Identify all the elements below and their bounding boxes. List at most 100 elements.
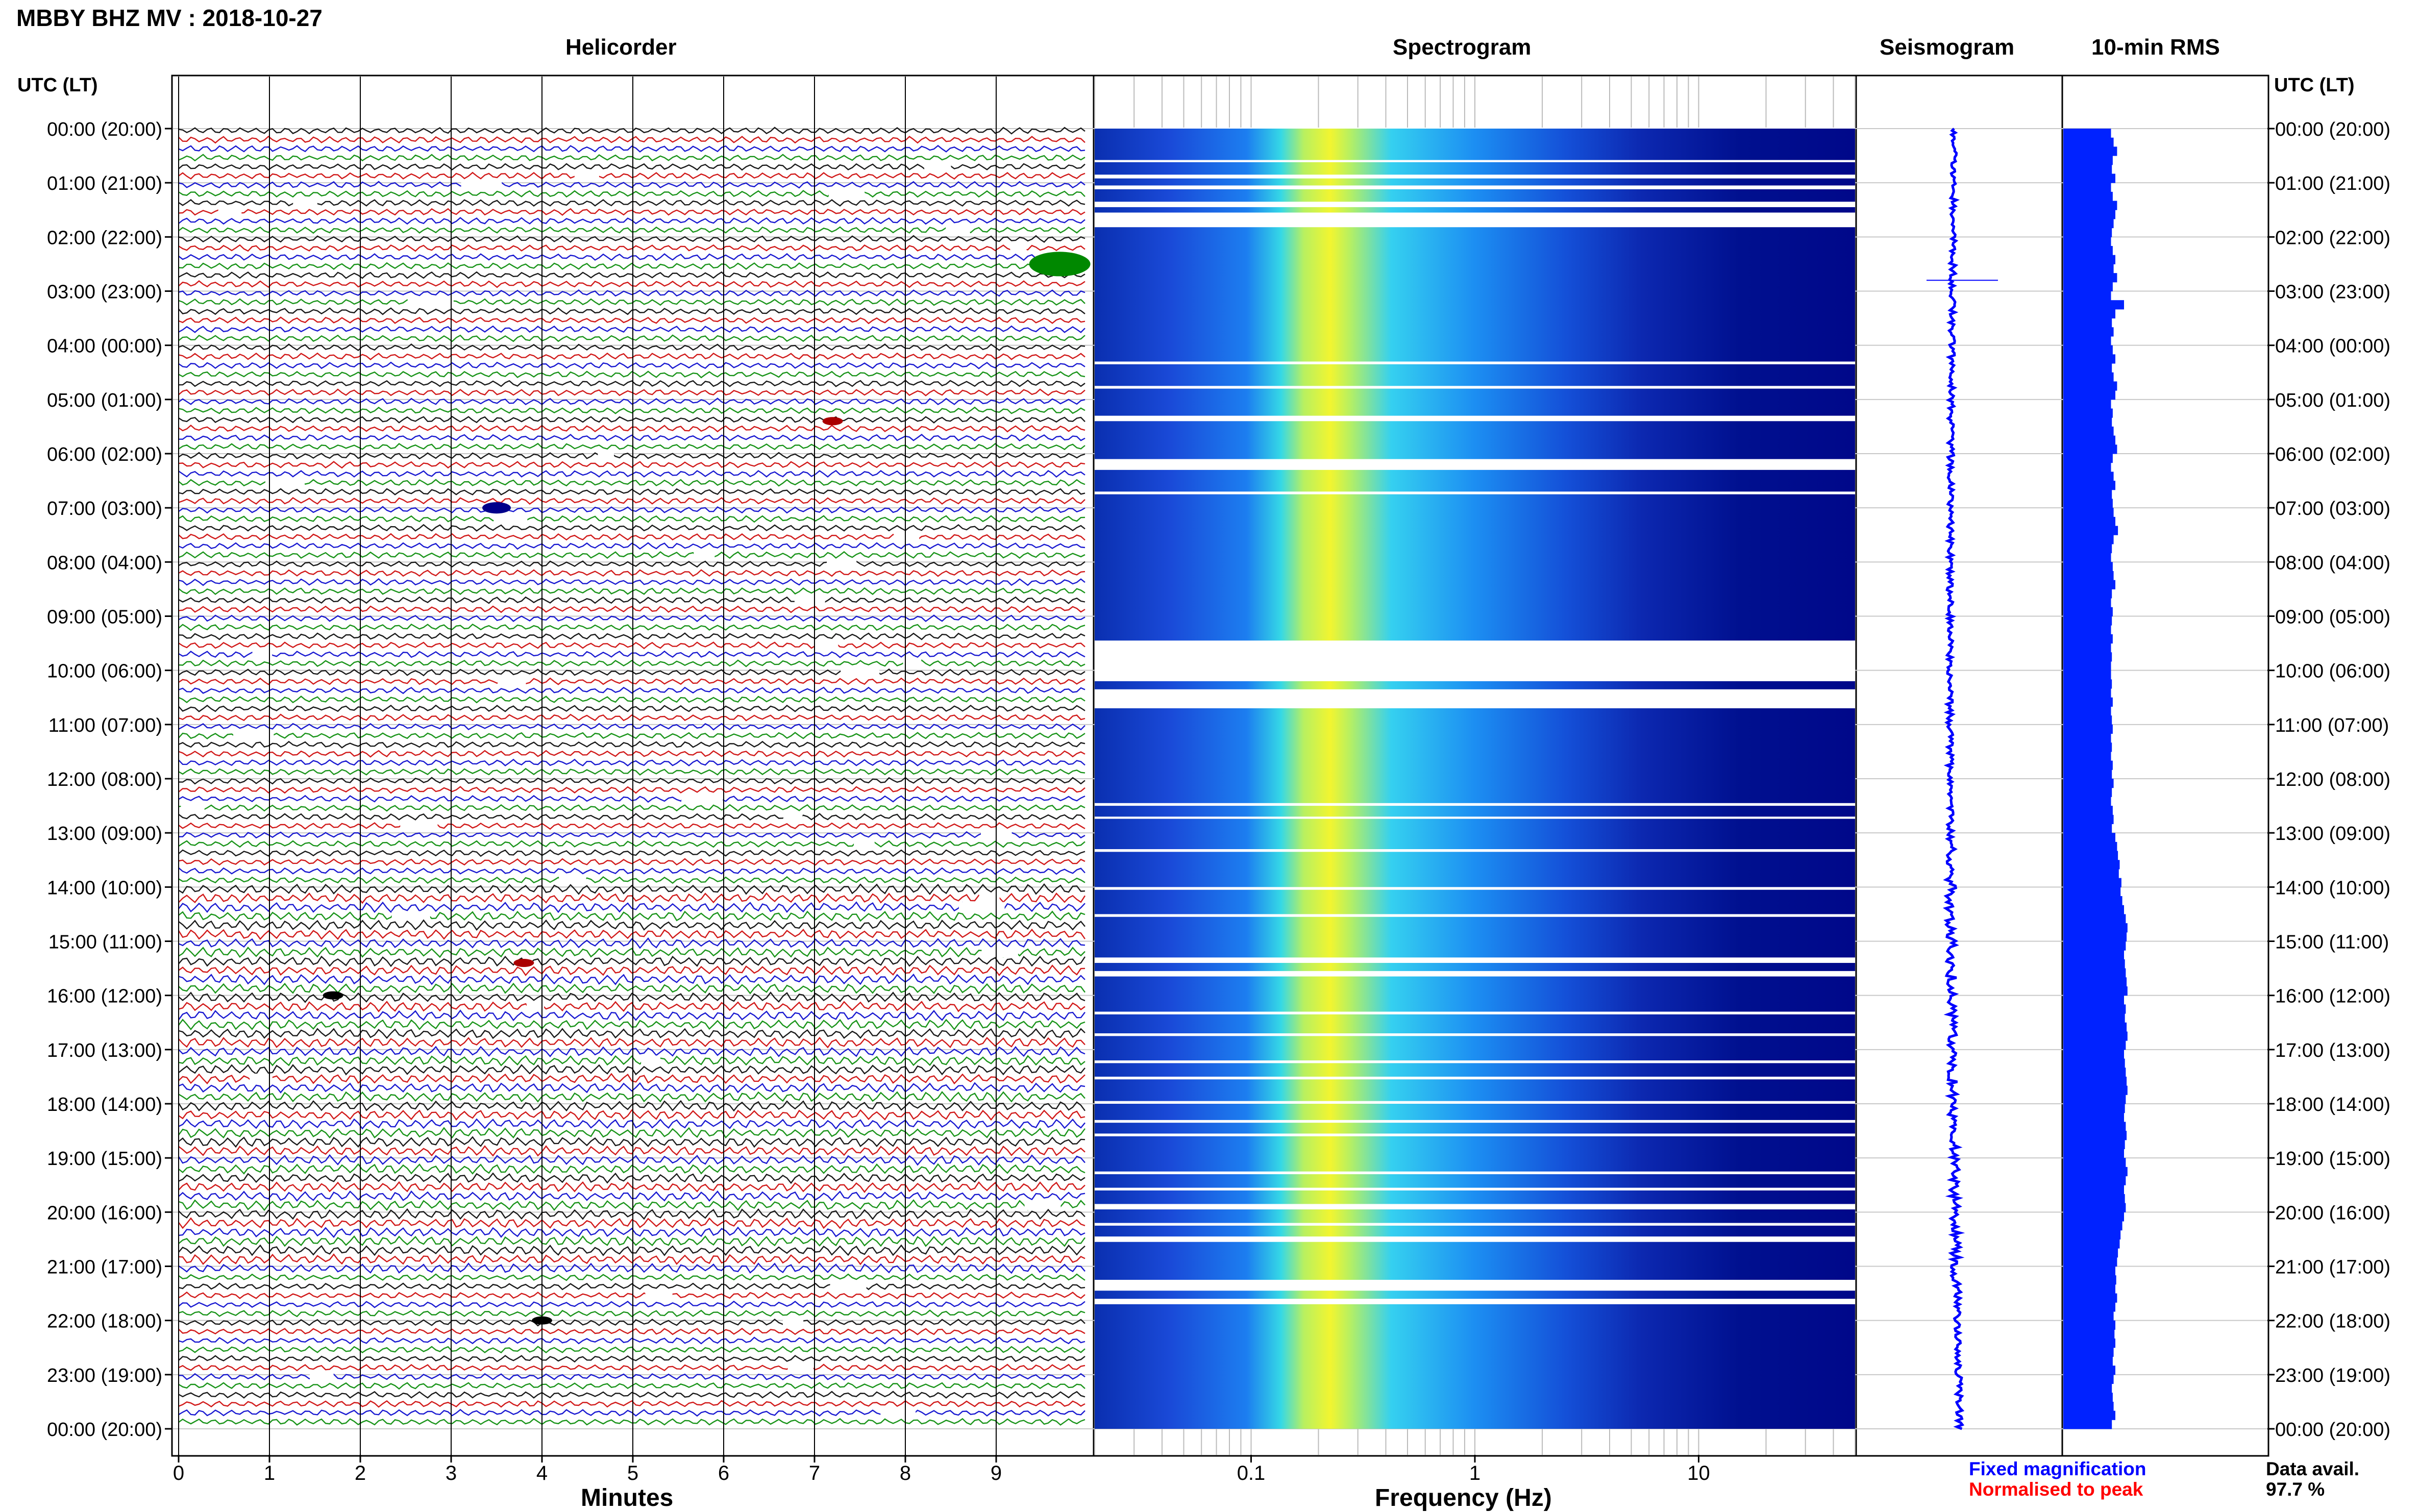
helicorder-trace <box>178 1154 1085 1166</box>
time-label-right: 18:00 (14:00) <box>2275 1094 2390 1116</box>
helicorder-trace <box>178 398 1085 406</box>
helicorder-data-gap <box>309 1371 334 1382</box>
rms-bar <box>2063 688 2111 698</box>
rms-bar <box>2063 444 2117 454</box>
helicorder-data-gap <box>574 170 599 181</box>
helicorder-trace <box>178 488 1085 496</box>
helicorder-trace <box>178 280 1085 288</box>
spectrogram-data-gap <box>1095 1060 1855 1063</box>
helicorder-trace <box>178 668 1085 677</box>
spectrogram-data-gap <box>1095 361 1855 364</box>
time-label-left: 09:00 (05:00) <box>47 607 162 628</box>
rms-bar <box>2063 426 2114 436</box>
helicorder-trace <box>178 1244 1085 1256</box>
spectrogram-data-gap <box>1095 1120 1855 1123</box>
helicorder-trace <box>178 1291 1085 1300</box>
time-label-right: 05:00 (01:00) <box>2275 390 2390 411</box>
rms-bar <box>2063 255 2115 264</box>
rms-bar <box>2063 616 2112 626</box>
helicorder-trace <box>178 542 1085 550</box>
spectrogram-data-gap <box>1095 1011 1855 1014</box>
spectrogram-data-gap <box>1095 1133 1855 1136</box>
rms-bar <box>2063 1176 2126 1185</box>
time-label-left: 03:00 (23:00) <box>47 282 162 303</box>
minutes-tick-label: 0 <box>173 1462 184 1484</box>
rms-bar <box>2063 1022 2127 1032</box>
rms-bar <box>2063 1185 2124 1195</box>
rms-bar <box>2063 580 2115 589</box>
helicorder-trace <box>178 1163 1085 1175</box>
rms-bar <box>2063 733 2111 743</box>
rms-bar <box>2063 137 2114 147</box>
rms-bar <box>2063 571 2114 581</box>
rms-bar <box>2063 535 2114 544</box>
helicorder-trace <box>178 732 1085 740</box>
helicorder-trace <box>178 253 1085 261</box>
helicorder-trace <box>178 1253 1085 1266</box>
helicorder-trace <box>178 740 1085 749</box>
helicorder-data-gap <box>252 649 273 660</box>
helicorder-data-gap <box>598 451 614 461</box>
rms-bar <box>2063 336 2111 346</box>
rms-bar <box>2063 1366 2115 1375</box>
helicorder-trace <box>178 1382 1085 1390</box>
time-label-right: 07:00 (03:00) <box>2275 498 2390 519</box>
helicorder-trace <box>178 442 1085 451</box>
spectrogram-data-gap <box>1095 1033 1855 1036</box>
time-label-right: 12:00 (08:00) <box>2275 769 2390 790</box>
rms-bar <box>2063 814 2114 824</box>
rms-bar <box>2063 345 2113 355</box>
helicorder-trace <box>178 1400 1085 1408</box>
helicorder-event <box>513 958 534 967</box>
rms-bar <box>2063 806 2113 815</box>
time-label-left: 00:00 (20:00) <box>47 119 162 140</box>
spectrogram-image <box>1095 129 1855 1429</box>
helicorder-data-gap <box>265 478 305 488</box>
rms-bar <box>2063 1293 2117 1303</box>
rms-bar <box>2063 968 2126 978</box>
rms-bar <box>2063 670 2111 680</box>
rms-bar <box>2063 770 2112 779</box>
seismogram-line <box>1942 128 1965 1430</box>
helicorder-trace <box>178 910 1085 922</box>
time-label-left: 11:00 (07:00) <box>48 715 162 736</box>
helicorder-trace <box>178 587 1085 596</box>
helicorder-trace <box>178 1300 1085 1308</box>
helicorder-trace <box>178 1235 1085 1247</box>
minutes-axis-label: Minutes <box>581 1484 674 1511</box>
time-label-left: 13:00 (09:00) <box>47 823 162 845</box>
helicorder-trace <box>178 1318 1085 1327</box>
helicorder-trace <box>178 497 1085 505</box>
rms-bar <box>2063 634 2113 644</box>
helicorder-trace <box>178 154 1085 162</box>
rms-frame <box>2061 75 2269 1457</box>
time-label-right: 00:00 (20:00) <box>2275 119 2390 140</box>
helicorder-trace <box>178 1190 1085 1202</box>
helicorder-plot <box>178 77 1091 1455</box>
rms-bar <box>2063 156 2113 165</box>
rms-bar <box>2063 228 2112 237</box>
helicorder-trace <box>178 361 1085 369</box>
time-label-right: 01:00 (21:00) <box>2275 173 2390 194</box>
rms-bar <box>2063 869 2119 879</box>
rms-bar <box>2063 408 2113 418</box>
helicorder-data-gap <box>854 838 875 849</box>
helicorder-trace <box>178 849 1085 857</box>
rms-bar <box>2063 246 2113 256</box>
helicorder-panel-title: Helicorder <box>565 35 677 60</box>
helicorder-trace <box>178 713 1085 722</box>
utc-label-left: UTC (LT) <box>17 75 98 96</box>
helicorder-data-gap <box>830 1281 867 1292</box>
rms-bar <box>2063 589 2112 599</box>
helicorder-trace <box>178 1309 1085 1318</box>
helicorder-data-gap <box>958 902 1005 912</box>
rms-bar <box>2063 923 2128 933</box>
spectrogram-log-grid <box>1094 77 1856 1455</box>
rms-bar <box>2063 472 2114 481</box>
axis-labels: 0 1 2 3 4 5 6 7 8 9 0.1 1 10 00:00 (20:00) 00:00 (20:0… <box>47 119 2390 1484</box>
helicorder-data-gap <box>694 550 715 560</box>
helicorder-trace <box>178 632 1085 640</box>
spectrogram-data-gap <box>1095 491 1855 494</box>
rms-bar <box>2063 454 2113 463</box>
rms-bar <box>2063 1203 2126 1212</box>
